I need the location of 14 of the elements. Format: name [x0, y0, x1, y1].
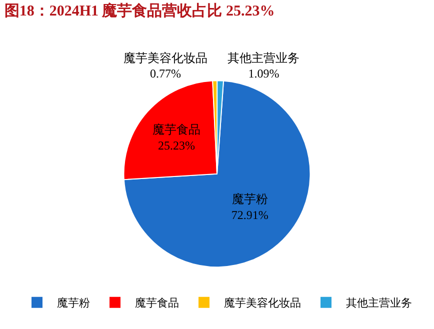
- legend-label: 其他主营业务: [346, 296, 412, 310]
- legend-label: 魔芋美容化妆品: [224, 296, 301, 310]
- slice-label: 魔芋粉: [232, 192, 268, 206]
- data-label: 25.23%: [158, 138, 195, 152]
- chart-title: 图18：2024H1 魔芋食品营收占比 25.23%: [4, 1, 275, 20]
- data-label: 0.77%: [150, 66, 181, 81]
- slice-label: 魔芋食品: [152, 122, 200, 137]
- slice-label: 魔芋美容化妆品: [123, 51, 208, 66]
- legend-label: 魔芋食品: [135, 296, 179, 310]
- pie-slice: [123, 80, 311, 268]
- data-label: 72.91%: [231, 208, 268, 222]
- data-label: 1.09%: [248, 66, 280, 81]
- slice-label: 其他主营业务: [228, 51, 300, 66]
- legend-label: 魔芋粉: [57, 296, 90, 310]
